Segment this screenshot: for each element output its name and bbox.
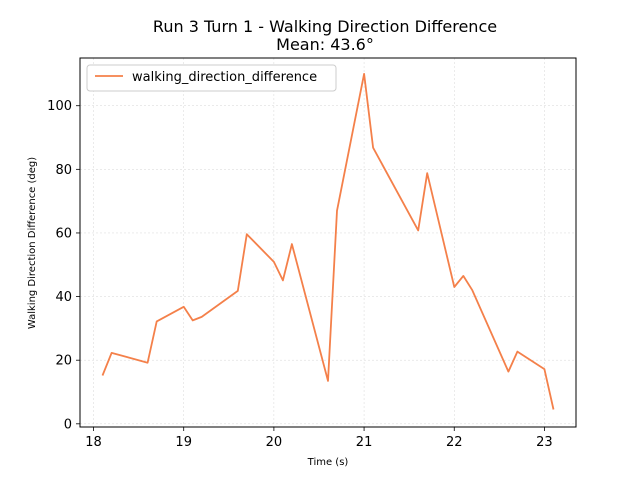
y-axis-label: Walking Direction Difference (deg) <box>27 157 38 329</box>
y-tick-label: 60 <box>55 226 72 241</box>
x-axis-label: Time (s) <box>307 457 349 468</box>
legend: walking_direction_difference <box>86 64 337 92</box>
grid <box>80 58 576 427</box>
x-tick-label: 22 <box>446 435 463 450</box>
series-layer <box>101 73 555 410</box>
y-tick-label: 0 <box>64 417 72 432</box>
chart-subtitle: Mean: 43.6° <box>276 35 374 54</box>
x-tick-label: 20 <box>266 435 283 450</box>
x-tick-label: 21 <box>356 435 373 450</box>
y-axis: 0 20 40 60 80 100 <box>47 99 80 432</box>
x-axis: 18 19 20 21 22 23 <box>85 427 553 450</box>
plot-frame <box>79 57 577 428</box>
legend-label-walking-direction-difference: walking_direction_difference <box>132 70 317 85</box>
x-tick-label: 19 <box>175 435 192 450</box>
y-tick-label: 40 <box>55 290 72 305</box>
y-tick-label: 100 <box>47 99 72 114</box>
x-tick-label: 23 <box>536 435 553 450</box>
legend-box <box>86 64 337 92</box>
series-line-walking-direction-difference <box>101 73 555 410</box>
y-tick-label: 20 <box>55 354 72 369</box>
chart-title: Run 3 Turn 1 - Walking Direction Differe… <box>153 17 497 36</box>
y-tick-label: 80 <box>55 163 72 178</box>
x-tick-label: 18 <box>85 435 102 450</box>
